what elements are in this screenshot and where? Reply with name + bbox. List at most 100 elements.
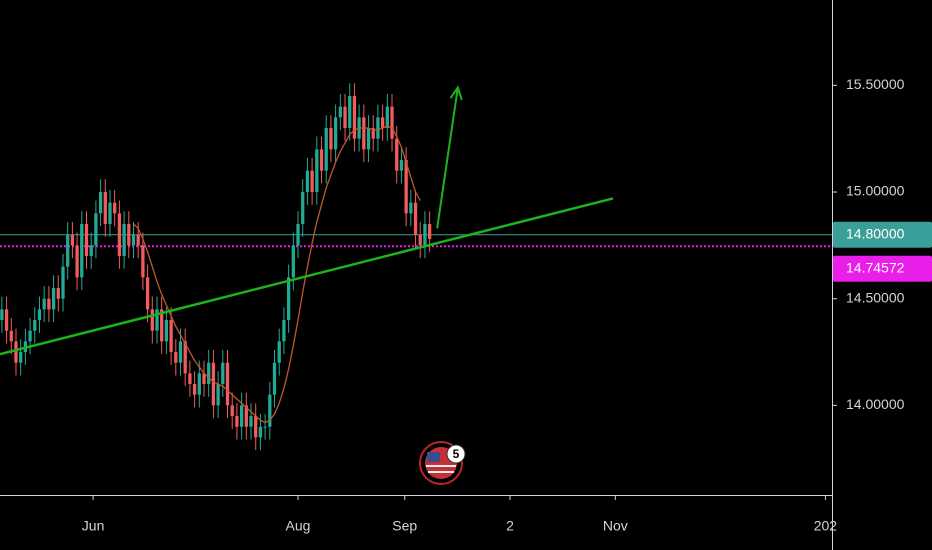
candle-body bbox=[305, 170, 310, 193]
candle-body bbox=[263, 426, 267, 428]
candle-body bbox=[376, 117, 380, 139]
candle-body bbox=[324, 128, 328, 171]
candle-body bbox=[366, 128, 371, 150]
candle-body bbox=[418, 234, 422, 246]
candle-body bbox=[338, 106, 342, 118]
candle-body bbox=[413, 202, 418, 235]
trendline bbox=[0, 197, 614, 356]
candle-body bbox=[333, 117, 338, 150]
candle-body bbox=[221, 362, 225, 385]
price-label-box bbox=[833, 221, 932, 248]
candle-body bbox=[178, 341, 183, 363]
candle-body bbox=[258, 426, 263, 438]
candle-body bbox=[254, 416, 258, 438]
candle-body bbox=[296, 224, 300, 246]
candle-body bbox=[51, 288, 56, 310]
candle-body bbox=[127, 224, 131, 246]
candle-body bbox=[117, 213, 122, 257]
x-tick-label: Nov bbox=[603, 518, 628, 534]
candle-body bbox=[207, 362, 211, 385]
candle-body bbox=[310, 170, 314, 193]
x-tick-label: 2 bbox=[506, 518, 514, 534]
candle-body bbox=[235, 416, 239, 427]
candle-body bbox=[385, 106, 389, 129]
candle-body bbox=[174, 352, 178, 363]
candle-body bbox=[380, 117, 385, 129]
event-badge bbox=[446, 444, 466, 464]
candle-body bbox=[225, 362, 230, 406]
candle-body bbox=[371, 128, 375, 139]
candle-body bbox=[423, 224, 427, 246]
candle-body bbox=[230, 405, 234, 417]
candle-body bbox=[33, 320, 37, 331]
candle-body bbox=[211, 362, 216, 406]
candle-body bbox=[80, 224, 84, 278]
price-label: 14.80000 bbox=[846, 225, 905, 241]
y-tick-label: 14.00000 bbox=[846, 396, 905, 412]
candle-body bbox=[315, 149, 319, 193]
candle-body bbox=[352, 96, 357, 139]
event-ring bbox=[419, 441, 463, 485]
candle-body bbox=[249, 416, 253, 427]
candle-body bbox=[404, 160, 408, 214]
candle-body bbox=[75, 245, 79, 278]
candle-body bbox=[277, 341, 281, 363]
candle-body bbox=[272, 362, 277, 395]
y-tick-label: 15.50000 bbox=[846, 76, 905, 92]
y-tick-label: 15.00000 bbox=[846, 183, 905, 199]
candle-body bbox=[94, 213, 98, 246]
candle-body bbox=[362, 117, 366, 150]
candle-body bbox=[348, 96, 352, 129]
candle-body bbox=[282, 320, 286, 342]
x-tick-label: Sep bbox=[392, 518, 417, 534]
candle-body bbox=[291, 245, 295, 278]
candle-body bbox=[155, 309, 159, 331]
candle-body bbox=[98, 192, 103, 214]
event-count: 5 bbox=[453, 447, 460, 461]
candle-body bbox=[301, 192, 305, 225]
y-tick-label: 14.50000 bbox=[846, 289, 905, 305]
candle-body bbox=[390, 106, 394, 139]
candle-body bbox=[0, 309, 4, 321]
candle-body bbox=[42, 298, 46, 310]
candle-body bbox=[70, 234, 75, 246]
x-tick-label: 202 bbox=[814, 518, 838, 534]
candle-body bbox=[188, 373, 192, 385]
candle-body bbox=[319, 149, 324, 171]
candle-body bbox=[66, 234, 70, 267]
candle-body bbox=[268, 394, 272, 427]
x-tick-label: Jun bbox=[82, 518, 105, 534]
arrow-head bbox=[449, 85, 463, 101]
x-tick-label: Aug bbox=[286, 518, 311, 534]
candle-body bbox=[4, 309, 9, 331]
candle-body bbox=[9, 330, 13, 342]
flag-canton bbox=[427, 452, 440, 462]
price-label: 14.74572 bbox=[846, 259, 905, 275]
candle-body bbox=[192, 384, 197, 395]
candle-body bbox=[329, 128, 333, 150]
candle-body bbox=[197, 373, 201, 395]
candle-body bbox=[141, 245, 145, 278]
candle-body bbox=[427, 224, 432, 239]
candle-body bbox=[409, 202, 413, 214]
price-label-box bbox=[833, 255, 932, 282]
candle-body bbox=[103, 192, 107, 225]
candle-body bbox=[150, 309, 154, 331]
candle-body bbox=[113, 202, 117, 214]
candle-body bbox=[160, 309, 164, 342]
candle-body bbox=[84, 224, 89, 257]
event-icon[interactable]: 5 bbox=[419, 441, 466, 485]
candle-body bbox=[28, 330, 32, 342]
candle-body bbox=[164, 320, 169, 342]
candle-body bbox=[169, 320, 173, 353]
candle-body bbox=[47, 298, 51, 310]
candle-body bbox=[89, 245, 93, 257]
candle-body bbox=[202, 373, 206, 385]
moving-average bbox=[133, 125, 421, 424]
candle-body bbox=[19, 352, 23, 363]
candle-body bbox=[122, 224, 126, 257]
candle-body bbox=[183, 341, 187, 374]
candle-body bbox=[56, 288, 60, 299]
